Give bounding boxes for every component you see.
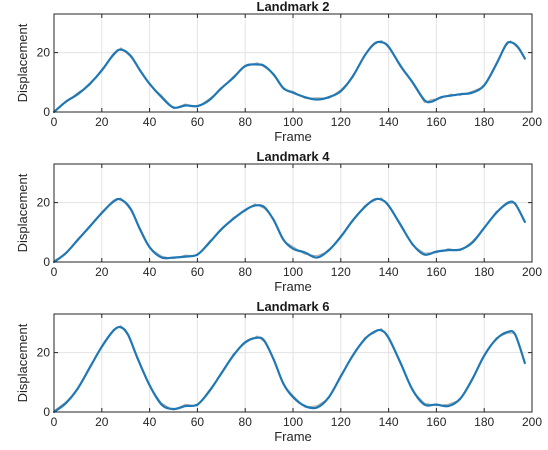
x-tick-label: 120	[331, 265, 351, 279]
y-tick-label: 0	[43, 405, 50, 419]
x-axis-label: Frame	[274, 129, 312, 144]
x-tick-label: 200	[522, 265, 542, 279]
chart-title: Landmark 2	[257, 0, 330, 14]
x-tick-label: 20	[95, 115, 109, 129]
smoothed-series-line	[52, 325, 526, 414]
x-tick-label: 40	[143, 415, 157, 429]
subplot-1: 0 20 40 60 80 100 120 140 160 180 200 0 20 Landmark 2…	[15, 0, 542, 144]
x-tick-label: 180	[474, 415, 494, 429]
x-tick-label: 200	[522, 115, 542, 129]
x-tick-label: 140	[379, 115, 399, 129]
x-tick-label: 0	[51, 415, 58, 429]
x-tick-label: 140	[379, 415, 399, 429]
y-tick-label: 20	[37, 346, 51, 360]
y-axis-label: Displacement	[15, 323, 30, 402]
x-axis-label: Frame	[274, 279, 312, 294]
subplot-3: 0 20 40 60 80 100 120 140 160 180 200 0 20 Landmark 6…	[15, 299, 542, 444]
x-tick-label: 20	[95, 415, 109, 429]
x-tick-label: 60	[191, 415, 205, 429]
x-tick-label: 40	[143, 265, 157, 279]
y-axis-label: Displacement	[15, 173, 30, 252]
x-tick-label: 0	[51, 265, 58, 279]
x-tick-label: 180	[474, 265, 494, 279]
x-tick-label: 180	[474, 115, 494, 129]
raw-series-line	[53, 324, 526, 412]
x-tick-label: 80	[239, 265, 253, 279]
x-tick-label: 100	[283, 265, 303, 279]
y-tick-label: 0	[43, 105, 50, 119]
x-tick-label: 60	[191, 115, 205, 129]
chart-title: Landmark 4	[257, 149, 331, 164]
x-tick-label: 0	[51, 115, 58, 129]
x-tick-label: 100	[283, 115, 303, 129]
y-tick-label: 20	[37, 196, 51, 210]
x-tick-label: 20	[95, 265, 109, 279]
x-axis-label: Frame	[274, 429, 312, 444]
x-tick-label: 120	[331, 415, 351, 429]
x-tick-label: 80	[239, 115, 253, 129]
x-tick-label: 100	[283, 415, 303, 429]
x-tick-label: 120	[331, 115, 351, 129]
smoothed-series-line	[52, 40, 526, 114]
x-tick-label: 40	[143, 115, 157, 129]
smoothed-series-line	[52, 197, 526, 264]
y-tick-label: 0	[43, 255, 50, 269]
x-tick-label: 200	[522, 415, 542, 429]
x-tick-label: 160	[426, 265, 446, 279]
y-tick-label: 20	[37, 46, 51, 60]
chart-title: Landmark 6	[257, 299, 330, 314]
x-tick-label: 160	[426, 415, 446, 429]
subplot-2: 0 20 40 60 80 100 120 140 160 180 200 0 20 Landmark 4…	[15, 149, 542, 294]
x-tick-label: 140	[379, 265, 399, 279]
raw-series-line	[53, 197, 526, 262]
x-tick-label: 60	[191, 265, 205, 279]
x-tick-label: 80	[239, 415, 253, 429]
x-tick-label: 160	[426, 115, 446, 129]
y-axis-label: Displacement	[15, 23, 30, 102]
